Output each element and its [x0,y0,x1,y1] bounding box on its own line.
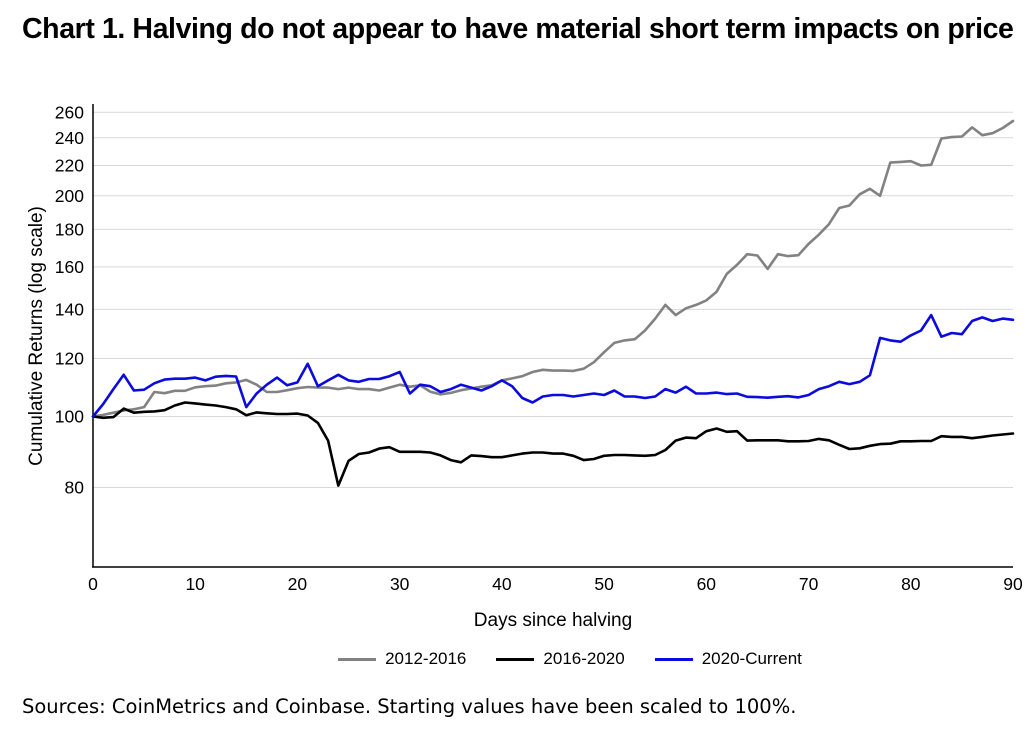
y-tick-label: 240 [55,128,84,148]
chart-title: Chart 1. Halving do not appear to have m… [22,13,1014,45]
y-tick-label: 220 [55,156,84,176]
y-tick-label: 160 [55,257,84,277]
series-line-2012-2016 [91,119,1015,418]
y-axis-label: Cumulative Returns (log scale) [26,206,47,466]
legend-item: 2020-Current [654,649,802,669]
x-tick-label: 30 [390,574,410,594]
source-note: Sources: CoinMetrics and Coinbase. Start… [22,695,797,718]
y-tick-label: 180 [55,219,84,239]
x-tick-label: 10 [185,574,205,594]
y-tick-label: 140 [55,299,84,319]
legend-label: 2012-2016 [385,649,467,668]
legend-label: 2016-2020 [543,649,625,668]
x-tick-label: 80 [901,574,921,594]
legend-item: 2016-2020 [496,649,625,669]
legend-label: 2020-Current [701,649,802,668]
y-tick-label: 260 [55,102,84,122]
legend-item: 2012-2016 [338,649,466,669]
legend-line-swatch [654,657,693,661]
x-tick-label: 0 [88,574,98,594]
x-axis-label: Days since halving [473,610,633,631]
x-tick-label: 20 [288,574,308,594]
legend-line-swatch [338,657,377,661]
x-tick-label: 40 [492,574,512,594]
y-tick-label: 120 [55,349,84,369]
y-tick-label: 100 [55,407,84,427]
x-tick-label: 60 [697,574,717,594]
x-tick-label: 90 [1003,574,1023,594]
y-tick-label: 200 [55,186,84,206]
chart-legend: 2012-2016 2016-2020 2020-Current [0,649,1036,669]
x-tick-label: 50 [594,574,614,594]
legend-line-swatch [496,657,535,661]
series-line-2016-2020 [91,401,1015,487]
x-tick-label: 70 [799,574,819,594]
series-line-2020-Current [91,313,1015,418]
y-tick-label: 80 [65,478,85,498]
